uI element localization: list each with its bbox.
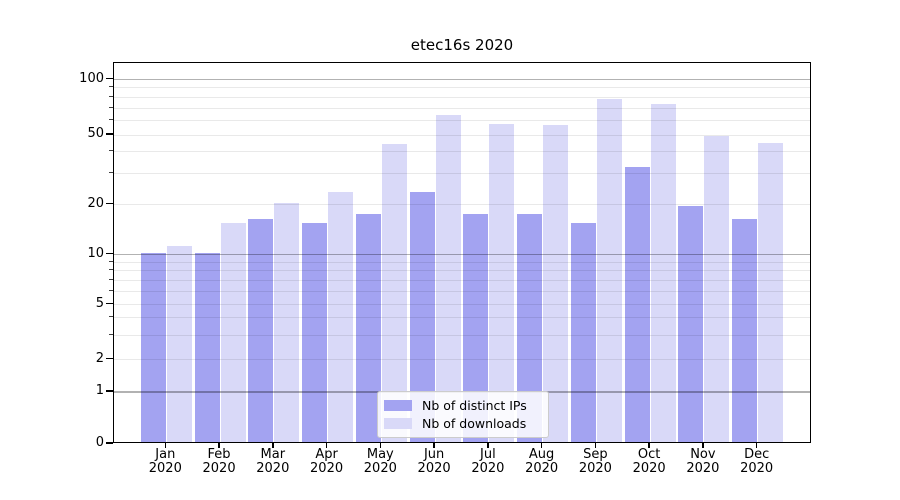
y-minor-tick — [109, 118, 113, 120]
y-tick-label: 10 — [87, 245, 104, 261]
legend-swatch-distinct-ips — [384, 399, 412, 411]
y-minor-tick — [109, 260, 113, 262]
x-tick-label: Oct 2020 — [632, 447, 666, 476]
bar-downloads-jun — [435, 114, 461, 442]
y-minor-tick — [109, 172, 113, 174]
legend-swatch-downloads — [384, 418, 412, 430]
bar-downloads-dec — [758, 142, 784, 442]
bar-distinct-ips-oct — [624, 166, 650, 442]
y-minor-tick — [109, 278, 113, 280]
x-tick-label: Aug 2020 — [525, 447, 559, 476]
x-tick — [702, 443, 704, 448]
y-tick-label: 0 — [95, 435, 104, 450]
x-tick — [594, 443, 597, 448]
x-tick — [487, 443, 489, 448]
bar-distinct-ips-feb — [194, 252, 220, 442]
gridline-minor — [114, 107, 810, 109]
x-tick — [379, 443, 382, 448]
x-tick — [164, 443, 166, 448]
x-tick-label: Apr 2020 — [310, 447, 344, 476]
legend-item-downloads: Nb of downloads — [384, 416, 542, 431]
y-tick-label: 1 — [95, 383, 104, 398]
y-minor-tick — [109, 106, 113, 108]
x-tick — [272, 443, 274, 448]
y-tick — [106, 390, 113, 392]
legend-item-distinct-ips: Nb of distinct IPs — [384, 398, 542, 413]
x-tick-label: Nov 2020 — [686, 447, 720, 476]
y-minor-tick — [109, 316, 113, 318]
x-tick-label: Mar 2020 — [256, 447, 290, 476]
gridline-minor — [114, 87, 810, 89]
y-tick-label: 100 — [79, 70, 104, 86]
y-tick — [106, 133, 113, 135]
gridline-minor — [114, 119, 810, 121]
bar-downloads-oct — [650, 103, 676, 442]
x-tick-label: Feb 2020 — [202, 447, 236, 476]
x-tick — [755, 443, 758, 448]
x-tick — [325, 443, 328, 448]
x-tick — [648, 443, 650, 448]
bar-downloads-sep — [596, 99, 622, 442]
gridline-minor — [114, 96, 810, 98]
chart-title: etec16s 2020 — [410, 36, 514, 54]
y-minor-tick — [109, 269, 113, 271]
gridline-major — [114, 78, 810, 81]
legend: Nb of distinct IPs Nb of downloads — [377, 391, 549, 438]
bar-downloads-jan — [166, 245, 192, 442]
x-tick — [218, 443, 220, 448]
bar-downloads-apr — [328, 191, 354, 442]
y-minor-tick — [109, 289, 113, 291]
plot-area — [113, 62, 811, 443]
bar-distinct-ips-sep — [570, 223, 596, 442]
bar-downloads-nov — [704, 136, 730, 442]
y-minor-tick — [109, 150, 113, 152]
x-tick-label: Sep 2020 — [578, 447, 612, 476]
y-tick — [106, 252, 113, 255]
bar-downloads-aug — [543, 125, 569, 442]
bar-downloads-jul — [489, 123, 515, 442]
y-tick-label: 2 — [95, 350, 104, 366]
x-tick-label: Jun 2020 — [417, 447, 451, 476]
y-minor-tick — [109, 333, 113, 335]
y-minor-tick — [109, 95, 113, 97]
y-tick-label: 50 — [87, 126, 104, 141]
y-tick — [106, 442, 113, 444]
x-tick — [433, 443, 435, 448]
legend-label-downloads: Nb of downloads — [422, 416, 527, 432]
x-tick-label: Jul 2020 — [471, 447, 505, 476]
y-tick — [106, 202, 113, 205]
bar-distinct-ips-jan — [140, 252, 166, 442]
bar-downloads-mar — [274, 202, 300, 442]
bar-distinct-ips-mar — [248, 218, 274, 442]
bar-distinct-ips-may — [355, 214, 381, 442]
x-tick-label: May 2020 — [363, 447, 397, 476]
y-tick-label: 20 — [87, 195, 104, 211]
y-tick — [106, 302, 113, 305]
bar-distinct-ips-nov — [678, 206, 704, 442]
x-tick-label: Dec 2020 — [740, 447, 774, 476]
y-tick — [106, 357, 113, 360]
bar-distinct-ips-apr — [302, 223, 328, 442]
x-tick — [540, 443, 543, 448]
y-tick-label: 5 — [95, 295, 104, 311]
y-minor-tick — [109, 86, 113, 88]
x-tick-label: Jan 2020 — [148, 447, 182, 476]
y-tick — [106, 77, 113, 80]
bar-downloads-feb — [220, 223, 246, 442]
legend-label-distinct-ips: Nb of distinct IPs — [422, 397, 527, 413]
bar-distinct-ips-dec — [732, 218, 758, 442]
